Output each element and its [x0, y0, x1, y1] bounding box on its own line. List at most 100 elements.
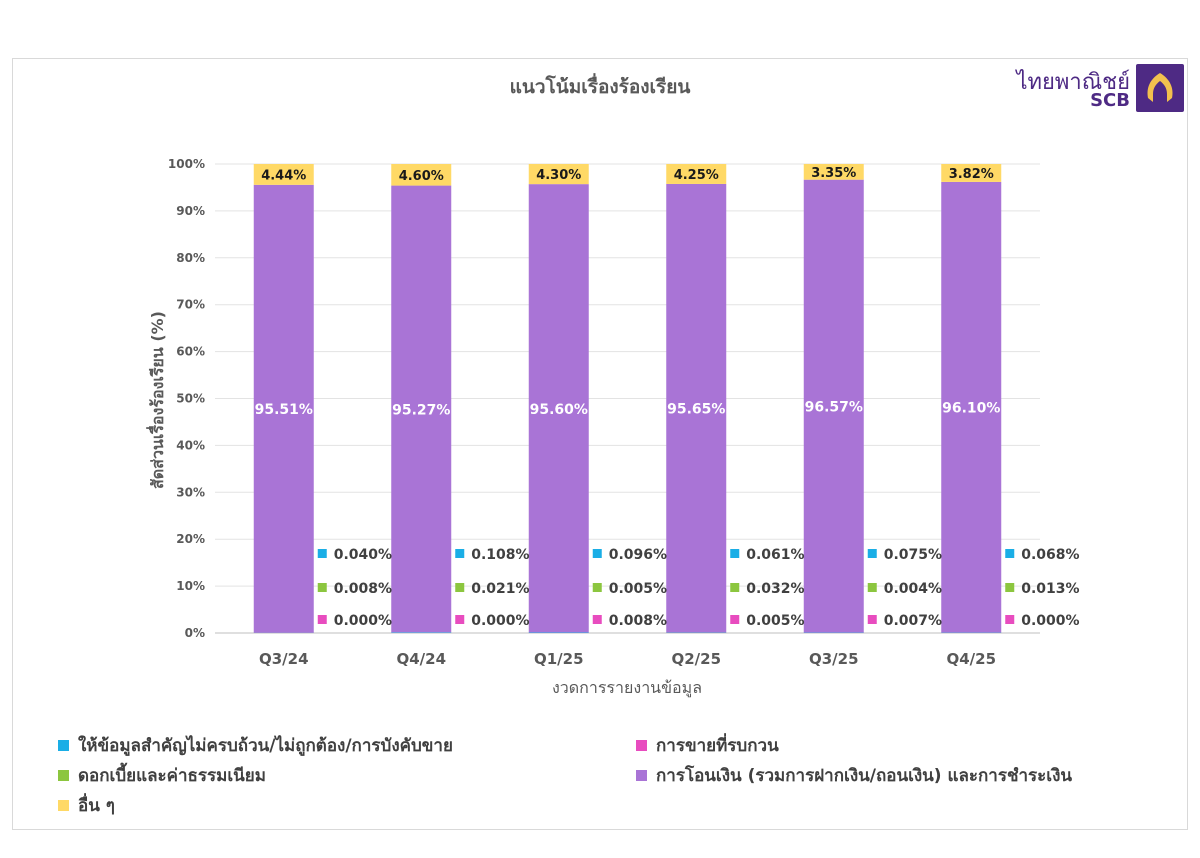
- data-label-fees: 0.008%: [334, 581, 392, 597]
- data-marker-fees: [867, 583, 877, 592]
- data-label-info: 0.096%: [609, 547, 667, 563]
- y-tick-label: 80%: [176, 251, 205, 265]
- data-label-mis-selling: 0.000%: [471, 613, 529, 629]
- data-label-fees: 0.032%: [746, 581, 804, 597]
- bar-segment-other: [528, 163, 589, 185]
- scb-logo: ไทยพาณิชย์ SCB: [1016, 64, 1186, 114]
- data-marker-info: [455, 549, 465, 558]
- data-marker-fees: [1005, 583, 1015, 592]
- x-axis-label: งวดการรายงานข้อมูล: [552, 678, 702, 698]
- data-label-fees: 0.021%: [471, 581, 529, 597]
- bar-segment-transfer: [528, 184, 589, 633]
- data-marker-info: [867, 549, 877, 558]
- data-label-mis-selling: 0.000%: [1021, 613, 1079, 629]
- data-marker-info: [592, 549, 602, 558]
- data-label-info: 0.061%: [746, 547, 804, 563]
- data-label-transfer: 95.60%: [530, 402, 588, 418]
- x-tick-label: Q4/24: [396, 650, 446, 668]
- data-label-fees: 0.004%: [884, 581, 942, 597]
- data-marker-info: [730, 549, 740, 558]
- data-label-other: 4.30%: [536, 168, 581, 183]
- bar-segment-info: [391, 632, 452, 633]
- data-marker-fees: [317, 583, 327, 592]
- bar-segment-transfer: [666, 183, 727, 633]
- data-marker-mis-selling: [730, 615, 740, 624]
- legend-item-other: อื่น ๆ: [58, 792, 115, 819]
- legend-item-info: ให้ข้อมูลสำคัญไม่ครบถ้วน/ไม่ถูกต้อง/การบ…: [58, 732, 453, 759]
- data-label-mis-selling: 0.000%: [334, 613, 392, 629]
- data-marker-info: [317, 549, 327, 558]
- data-marker-mis-selling: [317, 615, 327, 624]
- data-label-mis-selling: 0.007%: [884, 613, 942, 629]
- data-label-info: 0.108%: [471, 547, 529, 563]
- y-tick-label: 50%: [176, 392, 205, 406]
- y-tick-label: 90%: [176, 204, 205, 218]
- y-axis-label: สัดส่วนเรื่องร้องเรียน (%): [146, 311, 167, 489]
- legend-swatch-mis-selling: [636, 740, 647, 751]
- data-label-other: 3.82%: [949, 167, 994, 182]
- bar-segment-other: [253, 164, 314, 185]
- bar-segment-other: [941, 163, 1002, 182]
- legend-item-transfer: การโอนเงิน (รวมการฝากเงิน/ถอนเงิน) และกา…: [636, 762, 1072, 789]
- y-tick-label: 30%: [176, 485, 205, 499]
- y-tick-label: 60%: [176, 345, 205, 359]
- data-label-info: 0.068%: [1021, 547, 1079, 563]
- bar-segment-transfer: [803, 179, 864, 633]
- x-tick-label: Q3/25: [809, 650, 859, 668]
- scb-emblem-icon: [1136, 64, 1184, 112]
- data-label-transfer: 96.57%: [805, 400, 863, 416]
- data-marker-mis-selling: [867, 615, 877, 624]
- bar-segment-transfer: [941, 181, 1002, 633]
- y-tick-label: 70%: [176, 298, 205, 312]
- data-label-mis-selling: 0.005%: [746, 613, 804, 629]
- x-tick-label: Q3/24: [259, 650, 309, 668]
- legend-label-other: อื่น ๆ: [78, 796, 115, 816]
- y-tick-label: 10%: [176, 579, 205, 593]
- chart-title: แนวโน้มเรื่องร้องเรียน: [509, 76, 691, 98]
- x-tick-label: Q1/25: [534, 650, 584, 668]
- logo-english-text: SCB: [1090, 90, 1130, 111]
- legend-swatch-fees: [58, 770, 69, 781]
- bar-segment-transfer: [391, 185, 452, 633]
- data-label-transfer: 95.27%: [392, 403, 450, 419]
- y-tick-label: 40%: [176, 438, 205, 452]
- data-label-other: 4.60%: [399, 169, 444, 184]
- x-tick-label: Q2/25: [671, 650, 721, 668]
- data-label-info: 0.075%: [884, 547, 942, 563]
- data-label-info: 0.040%: [334, 547, 392, 563]
- bar-segment-transfer: [253, 184, 314, 633]
- stacked-bar-chart: 0% 10% 20% 30% 40% 50% 60% 70% 80% 90% 100% 95.51%…: [146, 157, 1080, 698]
- legend-label-info: ให้ข้อมูลสำคัญไม่ครบถ้วน/ไม่ถูกต้อง/การบ…: [78, 736, 453, 756]
- data-marker-mis-selling: [455, 615, 465, 624]
- data-marker-fees: [455, 583, 465, 592]
- y-tick-label: 100%: [168, 157, 205, 171]
- legend-label-fees: ดอกเบี้ยและค่าธรรมเนียม: [78, 766, 266, 786]
- data-label-transfer: 96.10%: [942, 401, 1000, 417]
- data-marker-fees: [592, 583, 602, 592]
- data-marker-mis-selling: [592, 615, 602, 624]
- bar-segment-other: [803, 163, 864, 180]
- legend-swatch-info: [58, 740, 69, 751]
- data-marker-fees: [730, 583, 740, 592]
- data-label-transfer: 95.51%: [255, 402, 313, 418]
- x-tick-label: Q4/25: [946, 650, 996, 668]
- y-tick-label: 0%: [185, 626, 205, 640]
- data-label-mis-selling: 0.008%: [609, 613, 667, 629]
- chart-legend: ให้ข้อมูลสำคัญไม่ครบถ้วน/ไม่ถูกต้อง/การบ…: [58, 726, 1158, 826]
- data-label-other: 3.35%: [811, 166, 856, 181]
- data-marker-mis-selling: [1005, 615, 1015, 624]
- data-label-fees: 0.013%: [1021, 581, 1079, 597]
- legend-swatch-transfer: [636, 770, 647, 781]
- legend-label-mis-selling: การขายที่รบกวน: [656, 736, 779, 756]
- legend-swatch-other: [58, 800, 69, 811]
- legend-item-fees: ดอกเบี้ยและค่าธรรมเนียม: [58, 762, 266, 789]
- data-label-fees: 0.005%: [609, 581, 667, 597]
- bar-segment-other: [666, 164, 727, 184]
- data-label-other: 4.44%: [261, 168, 306, 183]
- logo-thai-text: ไทยพาณิชย์: [1016, 70, 1130, 95]
- y-tick-label: 20%: [176, 532, 205, 546]
- legend-item-mis-selling: การขายที่รบกวน: [636, 732, 779, 759]
- legend-label-transfer: การโอนเงิน (รวมการฝากเงิน/ถอนเงิน) และกา…: [656, 766, 1073, 786]
- data-marker-info: [1005, 549, 1015, 558]
- data-label-transfer: 95.65%: [667, 402, 725, 418]
